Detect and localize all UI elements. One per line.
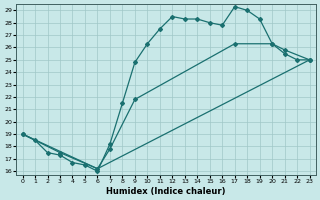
X-axis label: Humidex (Indice chaleur): Humidex (Indice chaleur)	[106, 187, 226, 196]
